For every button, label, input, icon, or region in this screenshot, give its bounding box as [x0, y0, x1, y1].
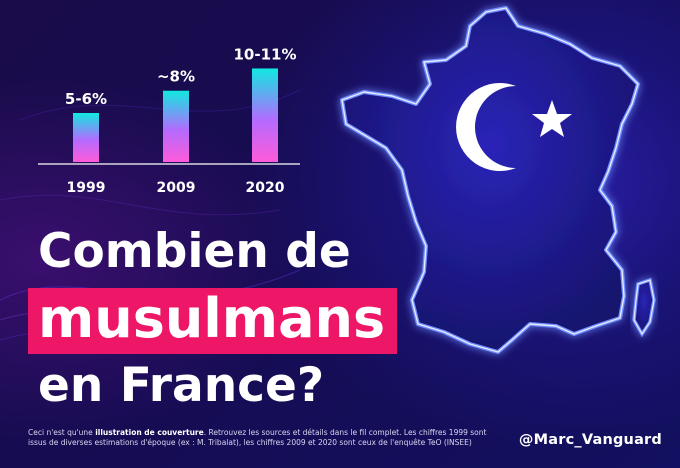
footnote-post: . Retrouvez les sources et détails dans … — [28, 428, 487, 447]
value-label-1999: 5-6% — [65, 90, 107, 108]
footnote-pre: Ceci n'est qu'une — [28, 428, 96, 437]
bar-2020 — [252, 68, 278, 162]
footnote: Ceci n'est qu'une illustration de couver… — [28, 428, 488, 448]
bar-1999 — [73, 113, 99, 162]
headline-line-3: en France? — [38, 358, 325, 413]
x-tick-2009: 2009 — [157, 180, 196, 196]
value-label-2020: 10-11% — [233, 45, 296, 63]
headline-line-2-highlight: musulmans — [28, 288, 398, 354]
bar-2009 — [163, 90, 189, 162]
headline-line-1: Combien de — [38, 224, 351, 279]
x-tick-2020: 2020 — [246, 180, 285, 196]
footnote-bold: illustration de couverture — [95, 428, 204, 437]
value-label-2009: ~8% — [157, 68, 195, 86]
bar-chart: 5-6% ~8% 10-11% 1999 2009 2020 — [38, 45, 300, 196]
author-handle[interactable]: @Marc_Vanguard — [518, 432, 662, 448]
crescent-star-icon — [456, 83, 572, 171]
corsica-outline-core — [633, 279, 655, 336]
france-map — [340, 6, 656, 354]
x-tick-1999: 1999 — [67, 180, 106, 196]
france-outline-core — [341, 7, 639, 353]
